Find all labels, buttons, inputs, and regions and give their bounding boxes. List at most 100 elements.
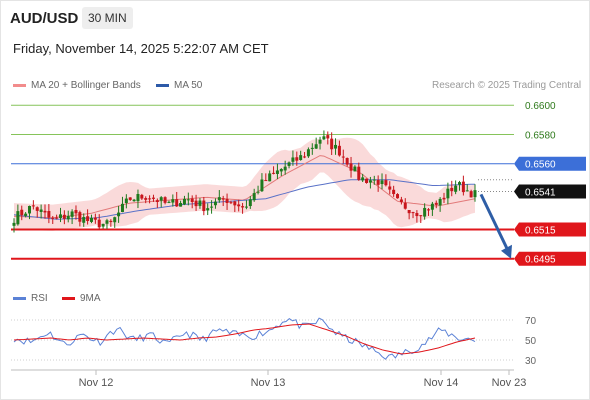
candle-body xyxy=(43,210,47,213)
level-label-resistance-2: 0.6600 xyxy=(525,101,556,112)
candle-body xyxy=(167,201,171,203)
candle-body xyxy=(275,170,279,174)
rsi-tick-50: 50 xyxy=(525,336,537,347)
candle-body xyxy=(241,206,245,208)
candle-body xyxy=(349,163,353,171)
candle-body xyxy=(279,169,283,172)
candle-body xyxy=(306,149,310,157)
candle-body xyxy=(438,198,442,206)
candle-body xyxy=(31,205,35,207)
legend-rsi-label: RSI xyxy=(31,293,48,304)
candle-body xyxy=(55,217,59,219)
candle-body xyxy=(225,198,229,204)
candle-body xyxy=(175,199,179,207)
candle-body xyxy=(24,213,28,216)
candle-body xyxy=(213,201,217,206)
candle-body xyxy=(179,203,183,207)
level-tag-support-2 xyxy=(514,251,586,266)
legend-9ma: 9MA xyxy=(62,293,101,304)
candle-body xyxy=(248,199,252,207)
level-label-resistance-1: 0.6580 xyxy=(525,130,556,141)
legend-ma50: MA 50 xyxy=(156,80,202,91)
candle-body xyxy=(93,217,97,220)
candle-body xyxy=(264,180,268,182)
level-label-support-1: 0.6515 xyxy=(525,225,556,236)
candle-body xyxy=(287,162,291,166)
candle-body xyxy=(461,181,465,193)
projection-arrow-head xyxy=(501,244,512,259)
legend-ma50-label: MA 50 xyxy=(174,80,203,91)
candle-body xyxy=(326,135,330,139)
candle-body xyxy=(310,147,314,149)
candle-body xyxy=(70,211,74,217)
candle-body xyxy=(39,209,43,212)
legend-ma20-label: MA 20 + Bollinger Bands xyxy=(31,80,141,91)
candle-body xyxy=(148,198,152,200)
candle-body xyxy=(16,211,20,225)
level-label-pivot: 0.6560 xyxy=(525,160,556,171)
candle-body xyxy=(109,220,113,223)
candle-body xyxy=(27,205,31,214)
ma20-swatch xyxy=(13,84,26,87)
candle-body xyxy=(260,179,264,192)
candle-body xyxy=(430,203,434,210)
candle-body xyxy=(120,203,124,213)
candle-body xyxy=(458,182,462,185)
candle-body xyxy=(58,214,62,218)
candle-body xyxy=(132,199,136,202)
rsi-tick-70: 70 xyxy=(525,316,537,327)
candle-body xyxy=(353,166,357,172)
candle-body xyxy=(101,223,105,227)
candle-body xyxy=(78,212,82,222)
candle-body xyxy=(380,180,384,185)
candle-body xyxy=(155,200,159,202)
candle-body xyxy=(229,202,233,204)
ma20-line xyxy=(13,155,476,219)
x-tick-label: Nov 12 xyxy=(79,377,114,389)
candle-body xyxy=(318,139,322,144)
candle-body xyxy=(330,138,334,150)
candle-body xyxy=(334,144,338,149)
candle-body xyxy=(314,144,318,149)
candle-body xyxy=(171,199,175,203)
bollinger-band xyxy=(14,137,475,231)
candle-body xyxy=(427,209,431,211)
candle-body xyxy=(237,204,241,207)
candle-body xyxy=(384,180,388,186)
candle-body xyxy=(210,206,214,208)
candle-body xyxy=(198,200,202,206)
candle-body xyxy=(136,193,140,202)
ma50-swatch xyxy=(156,84,169,87)
candle-body xyxy=(434,202,438,205)
candle-body xyxy=(62,214,66,219)
candles-group xyxy=(12,130,477,233)
candle-body xyxy=(388,186,392,190)
candle-body xyxy=(345,158,349,165)
candle-body xyxy=(291,157,295,162)
timeframe-badge[interactable]: 30 MIN xyxy=(82,7,133,29)
candle-body xyxy=(206,208,210,211)
candle-body xyxy=(322,136,326,140)
candle-body xyxy=(113,217,117,223)
candle-body xyxy=(396,194,400,199)
candle-body xyxy=(20,209,24,216)
candle-body xyxy=(190,198,194,203)
candle-body xyxy=(82,217,86,223)
candle-body xyxy=(128,197,132,200)
copyright-text: Research © 2025 Trading Central xyxy=(432,80,582,91)
level-label-support-2: 0.6495 xyxy=(525,255,556,266)
candle-body xyxy=(419,215,423,217)
candle-body xyxy=(163,197,167,203)
candle-body xyxy=(159,197,163,201)
level-tag-pivot xyxy=(514,156,586,171)
candle-body xyxy=(415,213,419,217)
candle-body xyxy=(86,216,90,222)
candle-body xyxy=(357,166,361,180)
projection-arrow-shaft xyxy=(479,193,511,254)
candle-body xyxy=(244,206,248,208)
candle-body xyxy=(283,166,287,171)
candle-body xyxy=(66,215,70,220)
candle-body xyxy=(105,220,109,224)
x-tick-label: Nov 23 xyxy=(492,377,527,389)
